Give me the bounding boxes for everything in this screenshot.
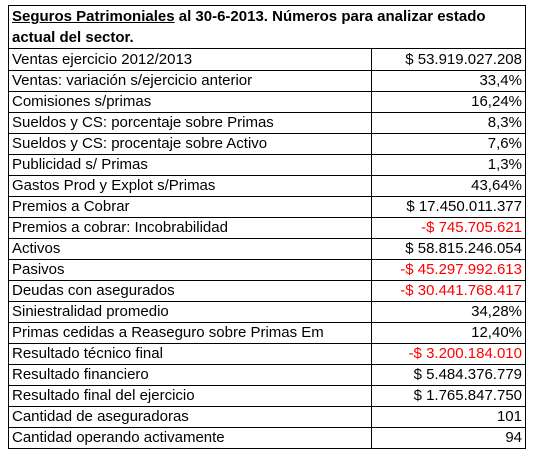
spreadsheet-table: Seguros Patrimoniales al 30-6-2013. Núme… [8,5,526,449]
row-label[interactable]: Deudas con asegurados [9,279,372,302]
row-label[interactable]: Resultado final del ejercicio [9,384,372,407]
row-value[interactable]: $ 5.484.376.779 [370,363,525,386]
row-label[interactable]: Publicidad s/ Primas [9,153,372,176]
row-value[interactable]: 12,40% [370,321,525,344]
table-row: Pasivos -$ 45.297.992.613 [9,258,525,281]
title-underlined: Seguros Patrimoniales [12,8,175,25]
table-row: Premios a Cobrar $ 17.450.011.377 [9,195,525,218]
row-label[interactable]: Sueldos y CS: porcentaje sobre Primas [9,111,372,134]
table-row: Sueldos y CS: procentaje sobre Activo 7,6… [9,132,525,155]
row-value[interactable]: 34,28% [370,300,525,323]
table-row: Cantidad de aseguradoras 101 [9,405,525,428]
table-row: Comisiones s/primas 16,24% [9,90,525,113]
row-value[interactable]: 94 [370,426,525,448]
table-row: Publicidad s/ Primas 1,3% [9,153,525,176]
row-label[interactable]: Comisiones s/primas [9,90,372,113]
title-rest: al 30-6-2013. Números para analizar esta… [12,8,486,46]
table-row: Sueldos y CS: porcentaje sobre Primas 8,3… [9,111,525,134]
data-table: Ventas ejercicio 2012/2013 $ 53.919.027.2… [9,49,525,448]
row-value[interactable]: $ 58.815.246.054 [370,237,525,260]
row-value[interactable]: 16,24% [370,90,525,113]
table-row: Activos $ 58.815.246.054 [9,237,525,260]
row-label[interactable]: Cantidad operando activamente [9,426,372,448]
table-row: Resultado financiero $ 5.484.376.779 [9,363,525,386]
row-label[interactable]: Gastos Prod y Explot s/Primas [9,174,372,197]
table-row: Deudas con asegurados -$ 30.441.768.417 [9,279,525,302]
row-value[interactable]: $ 53.919.027.208 [370,49,525,71]
row-value[interactable]: 33,4% [370,69,525,92]
row-value[interactable]: 7,6% [370,132,525,155]
table-row: Gastos Prod y Explot s/Primas 43,64% [9,174,525,197]
row-label[interactable]: Activos [9,237,372,260]
row-label[interactable]: Premios a cobrar: Incobrabilidad [9,216,372,239]
row-label[interactable]: Primas cedidas a Reaseguro sobre Primas … [9,321,372,344]
row-value[interactable]: -$ 745.705.621 [370,216,525,239]
row-value[interactable]: $ 1.765.847.750 [370,384,525,407]
row-value[interactable]: 43,64% [370,174,525,197]
table-row: Ventas ejercicio 2012/2013 $ 53.919.027.2… [9,49,525,71]
table-row: Resultado final del ejercicio $ 1.765.847… [9,384,525,407]
row-label[interactable]: Resultado financiero [9,363,372,386]
table-row: Primas cedidas a Reaseguro sobre Primas … [9,321,525,344]
row-label[interactable]: Sueldos y CS: procentaje sobre Activo [9,132,372,155]
row-label[interactable]: Pasivos [9,258,372,281]
row-value[interactable]: -$ 45.297.992.613 [370,258,525,281]
table-row: Ventas: variación s/ejercicio anterior 33… [9,69,525,92]
table-row: Siniestralidad promedio 34,28% [9,300,525,323]
row-label[interactable]: Ventas: variación s/ejercicio anterior [9,69,372,92]
row-value[interactable]: -$ 30.441.768.417 [370,279,525,302]
row-value[interactable]: $ 17.450.011.377 [370,195,525,218]
row-label[interactable]: Ventas ejercicio 2012/2013 [9,49,372,71]
row-label[interactable]: Premios a Cobrar [9,195,372,218]
table-title: Seguros Patrimoniales al 30-6-2013. Núme… [9,6,525,49]
table-row: Resultado técnico final -$ 3.200.184.010 [9,342,525,365]
table-row: Premios a cobrar: Incobrabilidad -$ 745.7… [9,216,525,239]
row-value[interactable]: -$ 3.200.184.010 [370,342,525,365]
row-value[interactable]: 8,3% [370,111,525,134]
row-value[interactable]: 1,3% [370,153,525,176]
row-value[interactable]: 101 [370,405,525,428]
row-label[interactable]: Resultado técnico final [9,342,372,365]
row-label[interactable]: Siniestralidad promedio [9,300,372,323]
row-label[interactable]: Cantidad de aseguradoras [9,405,372,428]
table-row: Cantidad operando activamente 94 [9,426,525,448]
